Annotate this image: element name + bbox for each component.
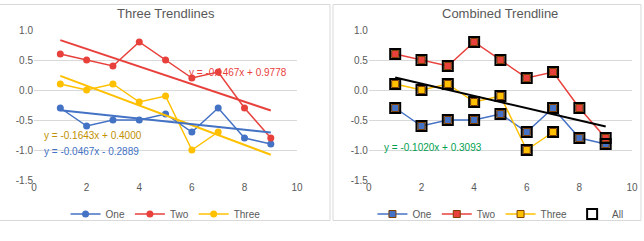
svg-text:Combined Trendline: Combined Trendline [442,6,558,21]
svg-text:0.5: 0.5 [354,55,368,66]
svg-text:All: All [612,209,623,220]
svg-text:0.0: 0.0 [354,85,368,96]
svg-text:1.0: 1.0 [19,25,33,36]
svg-text:0.5: 0.5 [19,55,33,66]
svg-text:Three: Three [234,209,261,220]
svg-text:4: 4 [136,182,142,193]
svg-text:One: One [106,209,125,220]
svg-text:y = -0.1020x + 0.3093: y = -0.1020x + 0.3093 [384,142,482,153]
svg-text:0.0: 0.0 [19,85,33,96]
svg-text:y = -0.0467x - 0.2889: y = -0.0467x - 0.2889 [44,146,139,157]
svg-text:8: 8 [242,182,248,193]
svg-text:10: 10 [292,182,304,193]
svg-text:-0.5: -0.5 [16,115,34,126]
svg-text:-1.5: -1.5 [351,175,369,186]
svg-text:4: 4 [471,182,477,193]
svg-text:1.0: 1.0 [354,25,368,36]
svg-text:-1.0: -1.0 [16,145,34,156]
svg-text:6: 6 [524,182,530,193]
svg-text:Two: Two [170,209,189,220]
svg-text:y = -0.1643x + 0.4000: y = -0.1643x + 0.4000 [44,130,142,141]
svg-text:0: 0 [31,182,37,193]
svg-text:y = -0.1467x + 0.9778: y = -0.1467x + 0.9778 [189,67,287,78]
svg-text:0: 0 [366,182,372,193]
svg-text:8: 8 [577,182,583,193]
svg-text:2: 2 [84,182,90,193]
svg-text:2: 2 [419,182,425,193]
svg-text:-1.5: -1.5 [16,175,34,186]
svg-text:10: 10 [626,182,638,193]
svg-text:Three: Three [541,209,568,220]
svg-text:One: One [412,209,431,220]
svg-text:-0.5: -0.5 [351,115,369,126]
svg-text:Two: Two [477,209,496,220]
svg-text:6: 6 [189,182,195,193]
svg-text:Three Trendlines: Three Trendlines [117,6,215,21]
svg-text:-1.0: -1.0 [351,145,369,156]
